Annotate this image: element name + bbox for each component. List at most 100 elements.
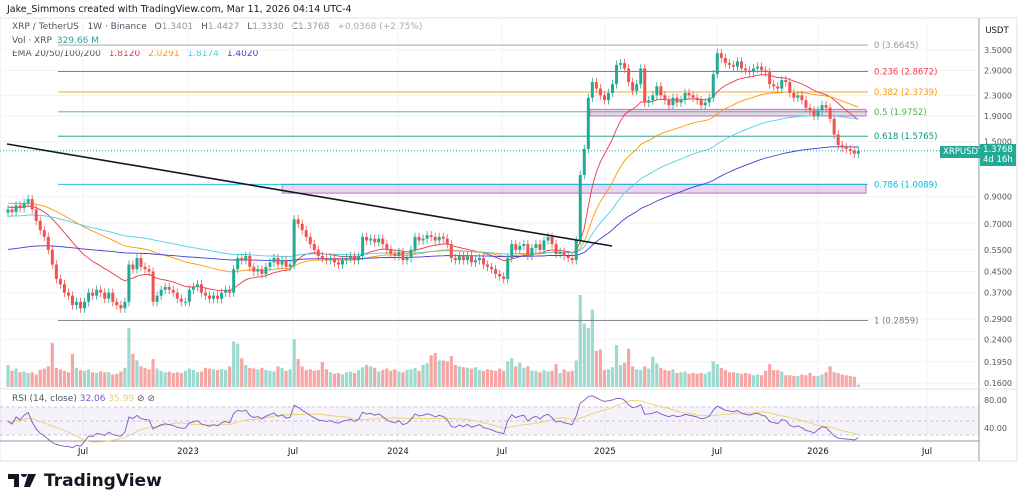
volume-bar: [586, 328, 590, 387]
logo-text: TradingView: [44, 471, 162, 491]
candle: [562, 247, 566, 261]
candle: [268, 258, 272, 272]
candle-body: [208, 295, 211, 299]
ema-legend[interactable]: EMA 20/50/100/200 1.8120 2.0291 1.8174 1…: [12, 49, 263, 59]
candle-body: [195, 284, 199, 287]
price-axis-label: 0.1950: [984, 358, 1012, 367]
candle-body: [276, 258, 280, 265]
candle: [598, 84, 602, 100]
candle: [800, 91, 804, 105]
volume-bar: [635, 369, 639, 387]
volume-bar: [618, 364, 623, 387]
candle-body: [216, 295, 220, 299]
candle: [232, 264, 236, 298]
candle: [224, 285, 228, 298]
candle-body: [320, 255, 324, 259]
candle: [87, 288, 91, 307]
volume-bar: [6, 364, 10, 387]
candle: [349, 251, 353, 263]
candle-body: [54, 264, 58, 279]
candle-body: [50, 249, 54, 265]
candle: [623, 58, 627, 73]
volume-bar: [103, 372, 107, 387]
volume-bar: [780, 371, 784, 387]
candle: [389, 245, 393, 259]
candle-body: [179, 298, 183, 302]
candle: [240, 253, 244, 265]
volume-bar: [808, 373, 812, 387]
volume-bar: [550, 370, 554, 387]
candle: [248, 251, 252, 272]
support-zone: [281, 183, 867, 194]
price-axis-label: 3.5000: [984, 46, 1012, 55]
volume-bar: [510, 358, 514, 387]
candle: [91, 288, 95, 301]
candle-body: [598, 88, 602, 96]
volume-legend[interactable]: Vol · XRP 329.66 M: [12, 36, 104, 46]
candle-body: [328, 258, 332, 261]
candle: [79, 297, 83, 313]
candle: [780, 75, 784, 93]
candle: [34, 205, 38, 226]
candle-body: [590, 82, 594, 98]
candle: [602, 91, 606, 105]
candle-body: [498, 273, 502, 277]
volume-bar: [522, 367, 526, 387]
candle: [393, 249, 397, 261]
hidden-icon[interactable]: ⊘: [147, 394, 155, 404]
candle: [75, 297, 79, 310]
rsi-value: 32.06: [79, 394, 106, 404]
volume-bar: [111, 374, 115, 387]
candle: [425, 230, 429, 244]
volume-bar: [574, 360, 578, 387]
volume-bar: [445, 361, 449, 387]
volume-bar: [74, 367, 79, 387]
volume-bar: [494, 370, 498, 387]
candle: [752, 64, 756, 77]
candle-body: [683, 93, 687, 101]
volume-bar: [627, 348, 631, 387]
volume-bar: [413, 367, 417, 387]
volume-bar: [747, 373, 752, 387]
candle: [615, 60, 619, 89]
hidden-icon[interactable]: ⊘: [137, 394, 145, 404]
candle: [361, 232, 365, 261]
volume-bar: [461, 367, 465, 387]
candle-body: [627, 68, 631, 83]
volume-bar: [856, 384, 860, 387]
candle-body: [143, 266, 147, 270]
candle-body: [131, 264, 135, 270]
candle-body: [62, 284, 66, 293]
candle: [216, 291, 220, 304]
high-value: 1.4427: [207, 22, 240, 32]
volume-bar: [530, 370, 534, 387]
candle: [844, 143, 848, 154]
candle: [522, 239, 526, 251]
candle-body: [615, 64, 619, 85]
symbol-title[interactable]: XRP / TetherUS · 1W · Binance: [12, 22, 147, 32]
volume-bar: [58, 369, 62, 387]
volume-bar: [723, 370, 727, 387]
candle-body: [147, 269, 151, 272]
candle-body: [655, 86, 659, 96]
volume-bar: [844, 375, 848, 387]
candle: [143, 262, 147, 274]
volume-bar: [268, 370, 272, 387]
volume-bar: [199, 371, 204, 387]
candle: [490, 262, 494, 274]
candle: [42, 225, 46, 242]
tradingview-logo[interactable]: TradingView: [8, 471, 162, 491]
volume-bar: [473, 367, 478, 387]
volume-bar: [727, 372, 731, 387]
volume-bar: [703, 373, 707, 387]
volume-bar: [772, 370, 776, 387]
volume-bar: [264, 370, 268, 387]
candle: [606, 88, 610, 105]
volume-bar: [127, 328, 131, 387]
rsi-legend[interactable]: RSI (14, close) 32.06 35.99 ⊘ ⊘: [12, 394, 155, 404]
candle: [764, 66, 768, 77]
volume-bar: [832, 372, 836, 387]
volume-bar: [711, 361, 715, 387]
volume-bar: [18, 372, 22, 387]
